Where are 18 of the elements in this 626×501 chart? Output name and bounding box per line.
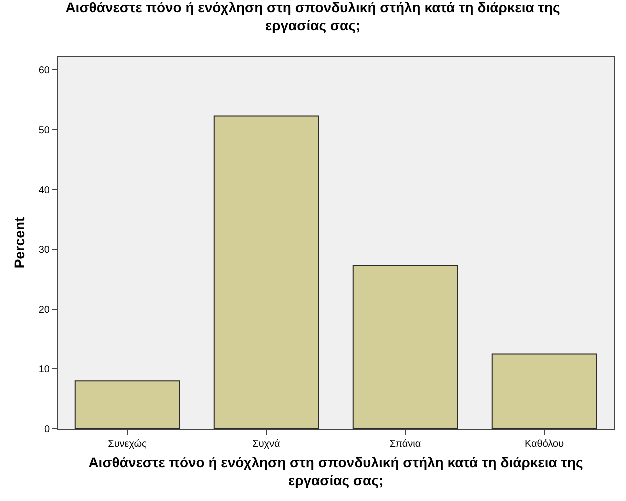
y-tick-label: 50 (38, 125, 50, 136)
x-tick-label: Σπάνια (390, 439, 422, 450)
y-axis-title: Percent (11, 216, 28, 269)
y-tick-label: 40 (38, 185, 50, 196)
y-tick-label: 10 (38, 364, 50, 376)
x-tick-label: Συνεχώς (108, 439, 148, 450)
bar (352, 265, 458, 429)
y-tick-label: 20 (38, 304, 50, 316)
x-tick-label: Καθόλου (524, 439, 564, 450)
y-tick-label: 60 (38, 66, 50, 77)
y-tick-label: 30 (38, 245, 50, 256)
x-axis-title: Αισθάνεστε πόνο ή ενόχληση στη σπονδυλική στήλη κατά τη διάρκεια της εργασίας σας; (88, 454, 584, 488)
bar (492, 354, 598, 429)
y-tick-label: 0 (44, 424, 50, 436)
chart-title: Αισθάνεστε πόνο ή ενόχληση στη σπονδυλική στήλη κατά τη διάρκεια της εργασίας σας; (66, 0, 560, 34)
bar (214, 116, 320, 429)
x-tick-label: Συχνά (252, 439, 281, 450)
bar (74, 380, 180, 429)
